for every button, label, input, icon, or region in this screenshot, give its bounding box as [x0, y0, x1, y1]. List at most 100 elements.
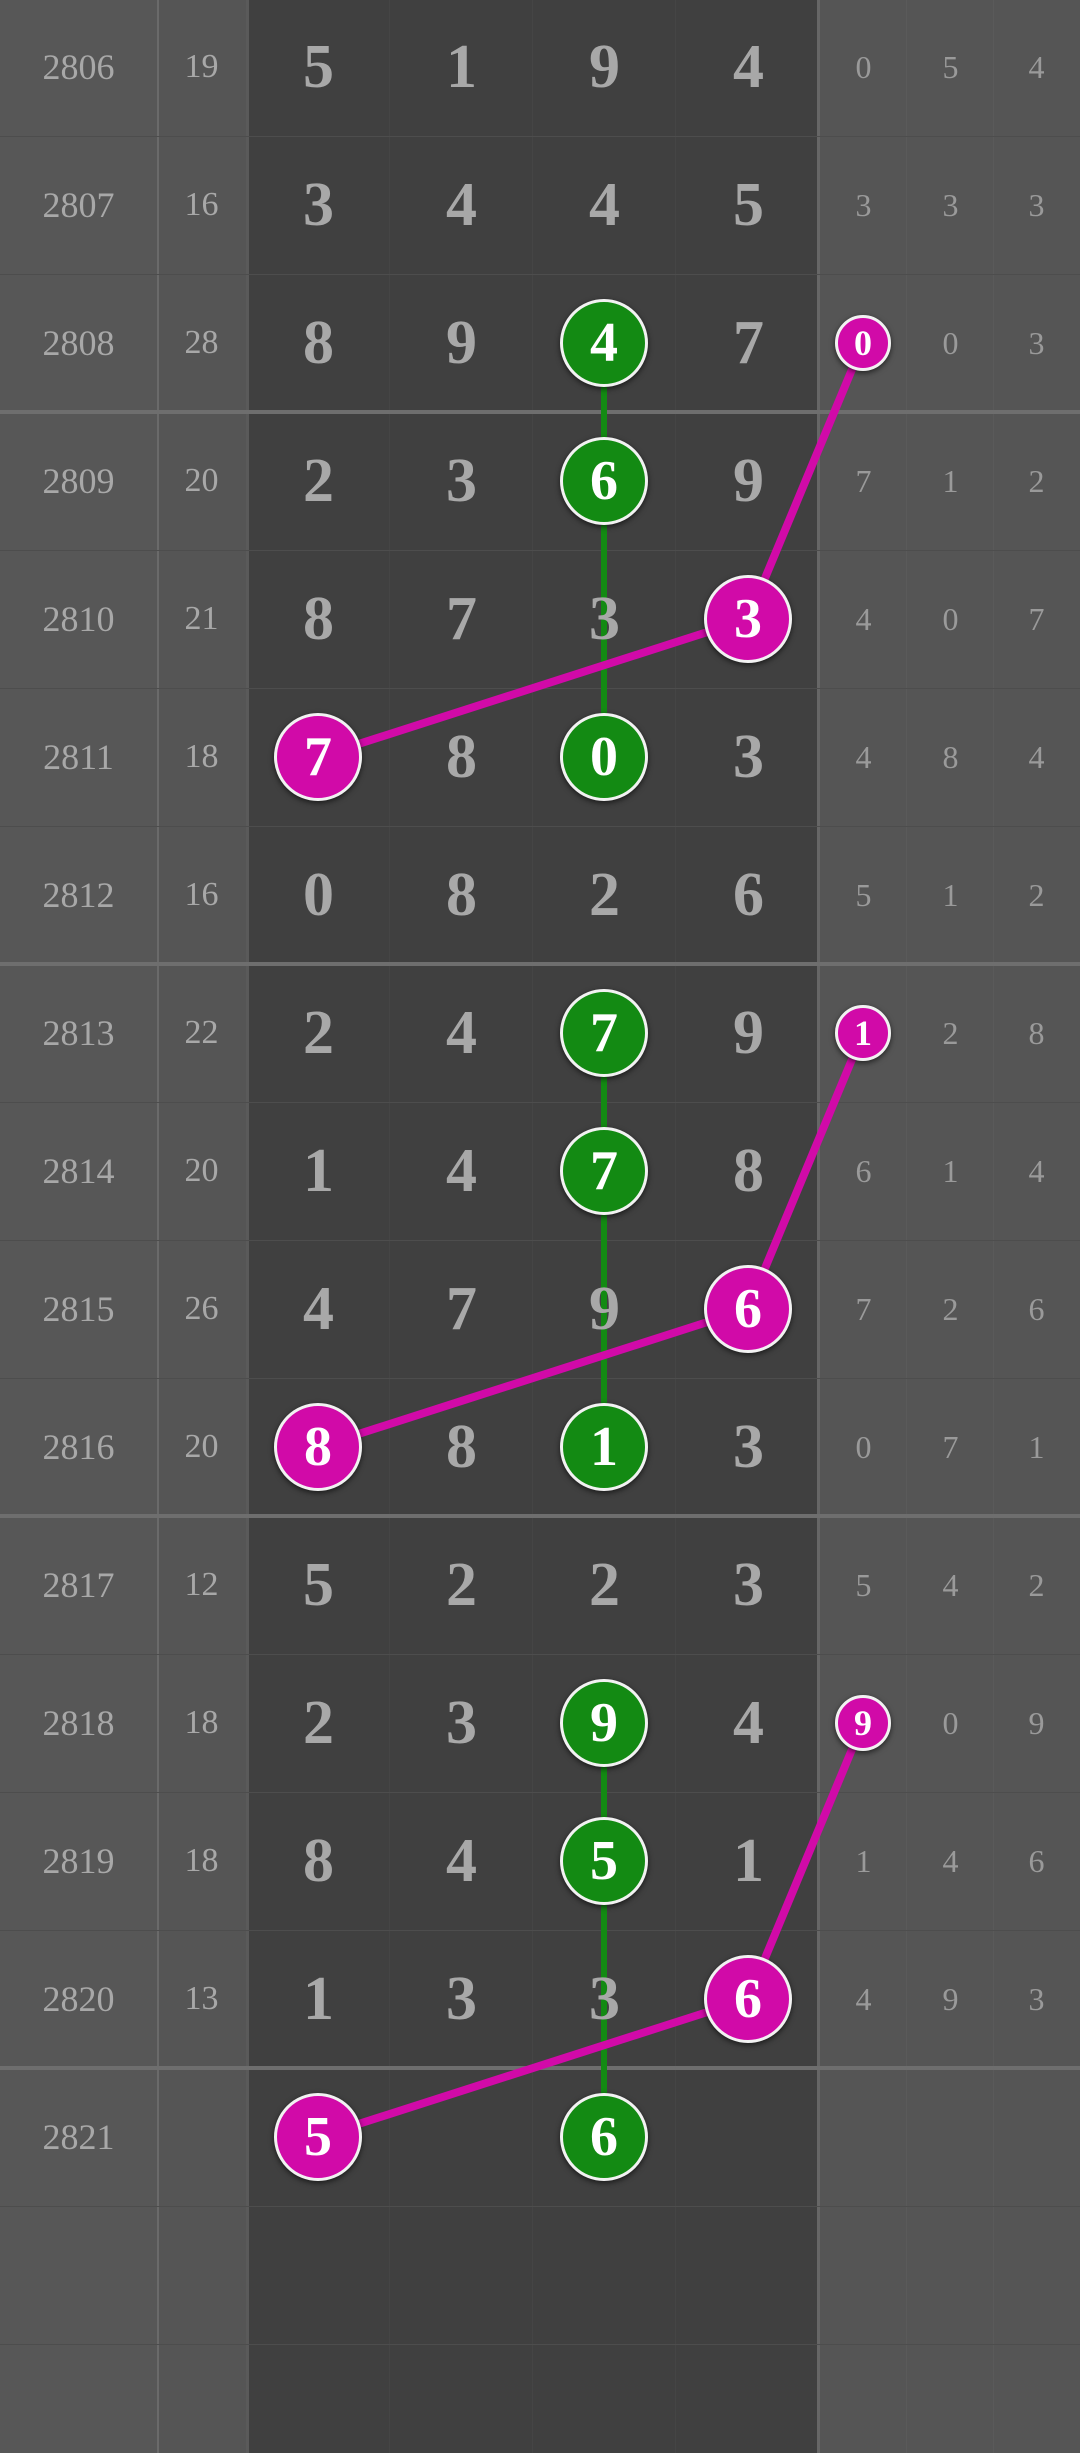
- side-digit: 8: [942, 738, 959, 775]
- green-ball-digit: 5: [560, 1817, 648, 1905]
- main-digit: 4: [589, 170, 620, 239]
- side-digit: 3: [1028, 324, 1045, 361]
- main-digit: 9: [733, 998, 764, 1067]
- row-divider: [0, 1930, 1080, 1931]
- issue-number: 2807: [42, 185, 115, 225]
- main-digit: 2: [446, 1550, 477, 1619]
- sum-value: [157, 2068, 246, 2206]
- side-digit: 5: [855, 1566, 872, 1603]
- main-digit: 8: [446, 1412, 477, 1481]
- side-digit: 1: [942, 1152, 959, 1189]
- sum-value: 19: [184, 48, 219, 85]
- main-digit: 7: [733, 308, 764, 377]
- main-digit: 4: [733, 32, 764, 101]
- issue-number: 2814: [42, 1151, 115, 1191]
- magenta-ball-digit: 7: [274, 713, 362, 801]
- side-digit: 0: [942, 1704, 959, 1741]
- side-digit: [993, 2068, 1080, 2206]
- row-divider: [0, 2344, 1080, 2345]
- side-digit: 1: [1028, 1428, 1045, 1465]
- green-ball-digit: 0: [560, 713, 648, 801]
- column-divider: [817, 0, 820, 2453]
- magenta-trend-line: [316, 1305, 750, 1451]
- column-divider: [532, 0, 533, 2453]
- issue-number: 2821: [42, 2117, 115, 2157]
- issue-column-background: [0, 0, 157, 2453]
- main-digit: 4: [446, 1136, 477, 1205]
- side-digit: 5: [855, 876, 872, 913]
- side-digit: 1: [942, 876, 959, 913]
- green-ball-digit: 7: [560, 1127, 648, 1215]
- issue-number: 2808: [42, 323, 115, 363]
- side-digit: 6: [1028, 1842, 1045, 1879]
- green-ball-digit: 6: [560, 2093, 648, 2181]
- main-digit: 6: [733, 860, 764, 929]
- sum-value: 18: [184, 1704, 219, 1741]
- side-digit: 4: [855, 738, 872, 775]
- main-digit: 7: [446, 1274, 477, 1343]
- magenta-trend-line: [316, 1995, 750, 2141]
- issue-number: 2810: [42, 599, 115, 639]
- side-digit: [907, 2068, 994, 2206]
- side-digit: 0: [942, 600, 959, 637]
- sum-value: 22: [184, 1014, 219, 1051]
- magenta-ball-digit: 6: [704, 1265, 792, 1353]
- column-divider: [906, 0, 907, 2453]
- sum-value: 26: [184, 1290, 219, 1327]
- main-digit: 8: [446, 722, 477, 791]
- side-digit: 7: [855, 1290, 872, 1327]
- magenta-trend-line: [744, 1721, 867, 2001]
- main-digit: 2: [589, 1550, 620, 1619]
- sum-value: 20: [184, 462, 219, 499]
- side-digit: 4: [1028, 48, 1045, 85]
- magenta-ball-side-digit: 0: [835, 315, 891, 371]
- column-divider: [993, 0, 994, 2453]
- side-digit: 2: [1028, 876, 1045, 913]
- column-divider: [157, 0, 159, 2453]
- row-divider: [0, 1654, 1080, 1655]
- magenta-ball-side-digit: 9: [835, 1695, 891, 1751]
- green-ball-digit: 9: [560, 1679, 648, 1767]
- side-digit: 5: [942, 48, 959, 85]
- group-separator: [0, 410, 1080, 414]
- side-digit: 1: [855, 1842, 872, 1879]
- side-digit: 1: [942, 462, 959, 499]
- main-digit: 1: [446, 32, 477, 101]
- main-digit: 5: [733, 170, 764, 239]
- side-digit: 9: [1028, 1704, 1045, 1741]
- magenta-trend-line: [316, 615, 750, 761]
- main-digit: 3: [446, 446, 477, 515]
- side-digit: 4: [855, 1980, 872, 2017]
- issue-number: 2806: [42, 47, 115, 87]
- side-digit: 2: [1028, 1566, 1045, 1603]
- side-digit: 4: [942, 1566, 959, 1603]
- side-digit: 0: [855, 1428, 872, 1465]
- side-digit: 2: [942, 1014, 959, 1051]
- main-digit: [677, 2068, 820, 2206]
- main-digit: 8: [303, 584, 334, 653]
- main-digit: 4: [733, 1688, 764, 1757]
- magenta-ball-digit: 3: [704, 575, 792, 663]
- sum-value: 28: [184, 324, 219, 361]
- main-digit: 0: [303, 860, 334, 929]
- issue-number: 2818: [42, 1703, 115, 1743]
- magenta-trend-line: [744, 341, 867, 621]
- column-divider: [246, 0, 249, 2453]
- main-digit: 1: [733, 1826, 764, 1895]
- side-digit: 3: [942, 186, 959, 223]
- side-digit: 3: [1028, 186, 1045, 223]
- green-ball-digit: 7: [560, 989, 648, 1077]
- main-digit: 8: [446, 860, 477, 929]
- issue-number: 2811: [43, 737, 114, 777]
- side-digit: 3: [855, 186, 872, 223]
- main-digit: 3: [733, 722, 764, 791]
- green-ball-digit: 4: [560, 299, 648, 387]
- main-digit: 9: [589, 1274, 620, 1343]
- sum-value: 20: [184, 1428, 219, 1465]
- row-divider: [0, 1792, 1080, 1793]
- main-digit: 3: [446, 1688, 477, 1757]
- group-separator: [0, 962, 1080, 966]
- main-digit: 9: [589, 32, 620, 101]
- issue-number: 2813: [42, 1013, 115, 1053]
- main-digit: 7: [446, 584, 477, 653]
